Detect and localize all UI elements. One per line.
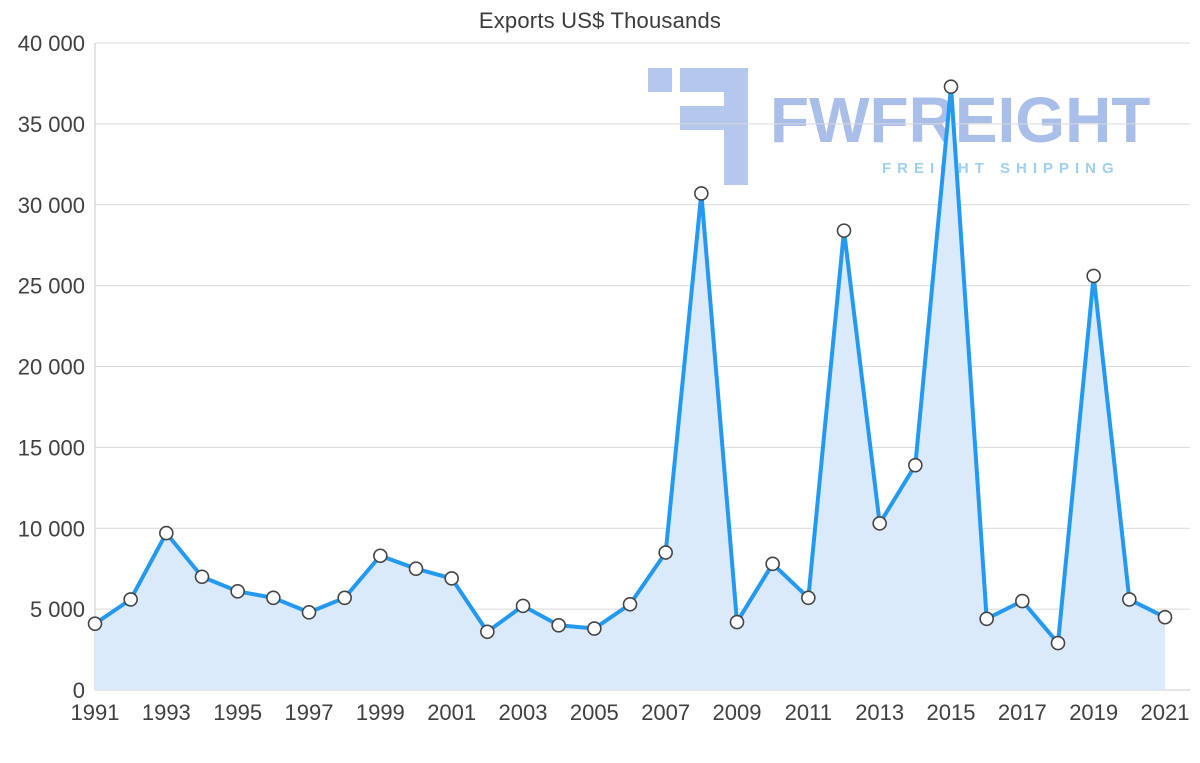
svg-text:1991: 1991 xyxy=(71,700,120,725)
svg-text:2019: 2019 xyxy=(1069,700,1118,725)
svg-text:2009: 2009 xyxy=(713,700,762,725)
svg-text:20 000: 20 000 xyxy=(18,355,85,380)
svg-text:0: 0 xyxy=(73,678,85,703)
svg-text:5 000: 5 000 xyxy=(30,597,85,622)
svg-text:35 000: 35 000 xyxy=(18,112,85,137)
svg-text:2005: 2005 xyxy=(570,700,619,725)
svg-text:40 000: 40 000 xyxy=(18,31,85,56)
svg-text:1993: 1993 xyxy=(142,700,191,725)
svg-text:2007: 2007 xyxy=(641,700,690,725)
svg-text:2001: 2001 xyxy=(427,700,476,725)
svg-text:1997: 1997 xyxy=(285,700,334,725)
svg-text:10 000: 10 000 xyxy=(18,516,85,541)
svg-text:15 000: 15 000 xyxy=(18,435,85,460)
svg-text:2003: 2003 xyxy=(499,700,548,725)
svg-text:1995: 1995 xyxy=(213,700,262,725)
chart-title: Exports US$ Thousands xyxy=(478,8,722,33)
svg-text:2015: 2015 xyxy=(927,700,976,725)
svg-text:1999: 1999 xyxy=(356,700,405,725)
svg-text:30 000: 30 000 xyxy=(18,193,85,218)
svg-text:2013: 2013 xyxy=(855,700,904,725)
svg-text:2011: 2011 xyxy=(785,700,832,725)
svg-text:2021: 2021 xyxy=(1141,700,1190,725)
svg-text:25 000: 25 000 xyxy=(18,274,85,299)
svg-text:2017: 2017 xyxy=(998,700,1047,725)
